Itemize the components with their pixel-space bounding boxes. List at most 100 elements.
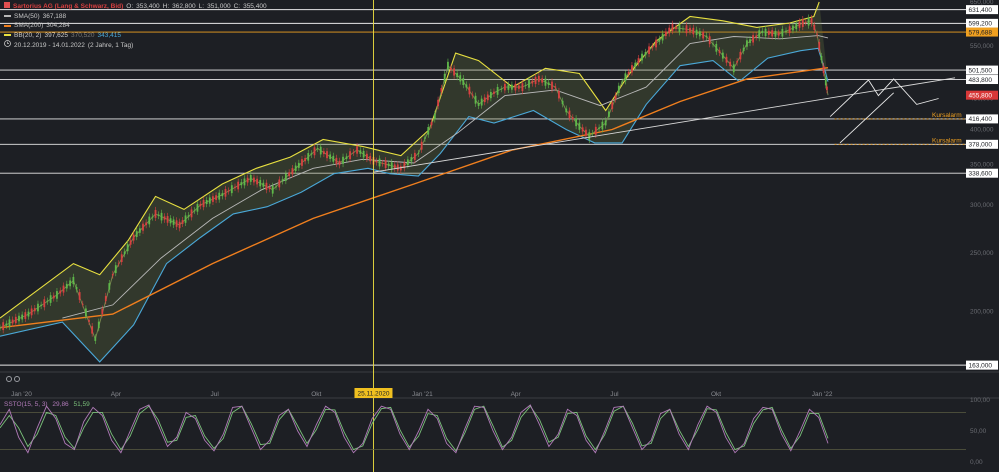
stochastic-tick-label: 50,00 (970, 428, 987, 435)
candle-body (322, 151, 325, 154)
price-level-tag (966, 114, 998, 124)
candle-body (356, 146, 358, 154)
price-level-label: 579,688 (969, 29, 993, 36)
price-level-label: 455,800 (969, 92, 993, 99)
candle-body (104, 296, 107, 302)
candle-body (758, 30, 761, 39)
candle-body (126, 244, 129, 252)
candle-body (91, 326, 94, 334)
x-tick-label: Apr (511, 391, 522, 398)
candle-body (27, 311, 30, 317)
price-level-label: 501,500 (969, 67, 993, 74)
bb-lower-value: 343,415 (97, 31, 121, 39)
candle-body (253, 177, 255, 183)
candle-body (338, 160, 341, 166)
candle-body (169, 218, 172, 224)
drawings[interactable]: Kursalarm Kursalarm 25.11.2020 (354, 0, 966, 472)
candle-body (142, 223, 144, 231)
stochastic-tick-label: 100,00 (970, 397, 990, 404)
candle-body (617, 85, 620, 94)
interval: (2 Jahre, 1 Tag) (87, 41, 134, 49)
candle-body (685, 25, 688, 34)
candle-body (349, 151, 351, 159)
candle-body (212, 196, 214, 202)
candle-body (749, 39, 751, 43)
bollinger-lower-line (0, 47, 829, 363)
candle-body (24, 312, 27, 319)
candle-body (665, 31, 667, 37)
candle-body (594, 126, 597, 135)
settings-icon-ring (14, 376, 20, 382)
candle-body (43, 299, 46, 308)
candle-body (0, 327, 1, 329)
candle-body (396, 164, 399, 171)
legend-bb-row: BB(20, 2) 397,625 370,520 343,415 (4, 31, 267, 41)
candle-body (2, 322, 5, 331)
candle-body (410, 157, 413, 162)
candle-body (774, 30, 777, 37)
candle-body (335, 157, 338, 164)
candle-body (184, 215, 187, 223)
candle-body (403, 162, 406, 169)
candle-body (310, 153, 313, 155)
trend-line (373, 77, 956, 173)
candle-body (813, 24, 816, 30)
candle-body (695, 29, 698, 36)
candle-body (40, 304, 43, 306)
flag-icon (4, 2, 10, 12)
candle-body (764, 28, 767, 36)
stochastic-d-value: 51,59 (73, 401, 90, 408)
x-tick-label: Jul (610, 391, 619, 398)
candle-body (746, 40, 748, 47)
candle-body (601, 121, 604, 130)
candle-body (288, 172, 291, 177)
candle-body (369, 155, 372, 162)
candle-body (443, 73, 446, 82)
candle-body (138, 228, 141, 233)
candle-body (547, 82, 550, 86)
candle-body (352, 152, 355, 154)
stochastic-panel: 100,00 50,00 0,00 (0, 397, 990, 466)
candle-body (5, 323, 8, 326)
candle-body (62, 285, 65, 293)
candle-body (120, 254, 123, 263)
chart-legend: Sartorius AG (Lang & Schwarz, Bid) O: 353… (4, 2, 267, 51)
candle-body (163, 216, 166, 220)
candle-body (824, 77, 827, 86)
stochastic-label: SSTO(15, 5, 3) (4, 401, 48, 408)
candle-body (462, 78, 465, 86)
candle-body (736, 61, 738, 63)
candle-body (544, 78, 547, 86)
candle-body (447, 61, 449, 70)
candle-body (781, 28, 784, 37)
candle-body (393, 164, 396, 169)
x-tick-label: Jul (210, 391, 219, 398)
bb-label: BB(20, 2) (14, 31, 42, 39)
candle-body (486, 94, 489, 101)
candle-body (641, 53, 643, 61)
candle-body (413, 152, 416, 160)
candle-body (59, 290, 62, 294)
candle-body (474, 95, 477, 104)
candle-body (193, 210, 196, 212)
candle-body (123, 251, 126, 255)
y-tick-label: 550,000 (970, 43, 994, 50)
candle-body (33, 308, 36, 312)
candle-body (651, 46, 654, 48)
close-value: 355,400 (243, 3, 267, 10)
candle-body (807, 17, 810, 26)
candle-body (406, 159, 409, 166)
sma200-label: SMA(200) (14, 22, 44, 29)
candle-body (75, 286, 78, 290)
candle-body (788, 26, 791, 34)
candle-body (399, 166, 402, 171)
price-level-label: 599,200 (969, 21, 993, 28)
candle-body (816, 33, 818, 35)
candle-body (259, 180, 262, 187)
x-tick-label: Okt (311, 391, 321, 398)
candle-body (160, 212, 163, 221)
price-level-tag (966, 18, 998, 28)
grid-lines (0, 9, 999, 399)
close-label: C: (233, 3, 241, 10)
